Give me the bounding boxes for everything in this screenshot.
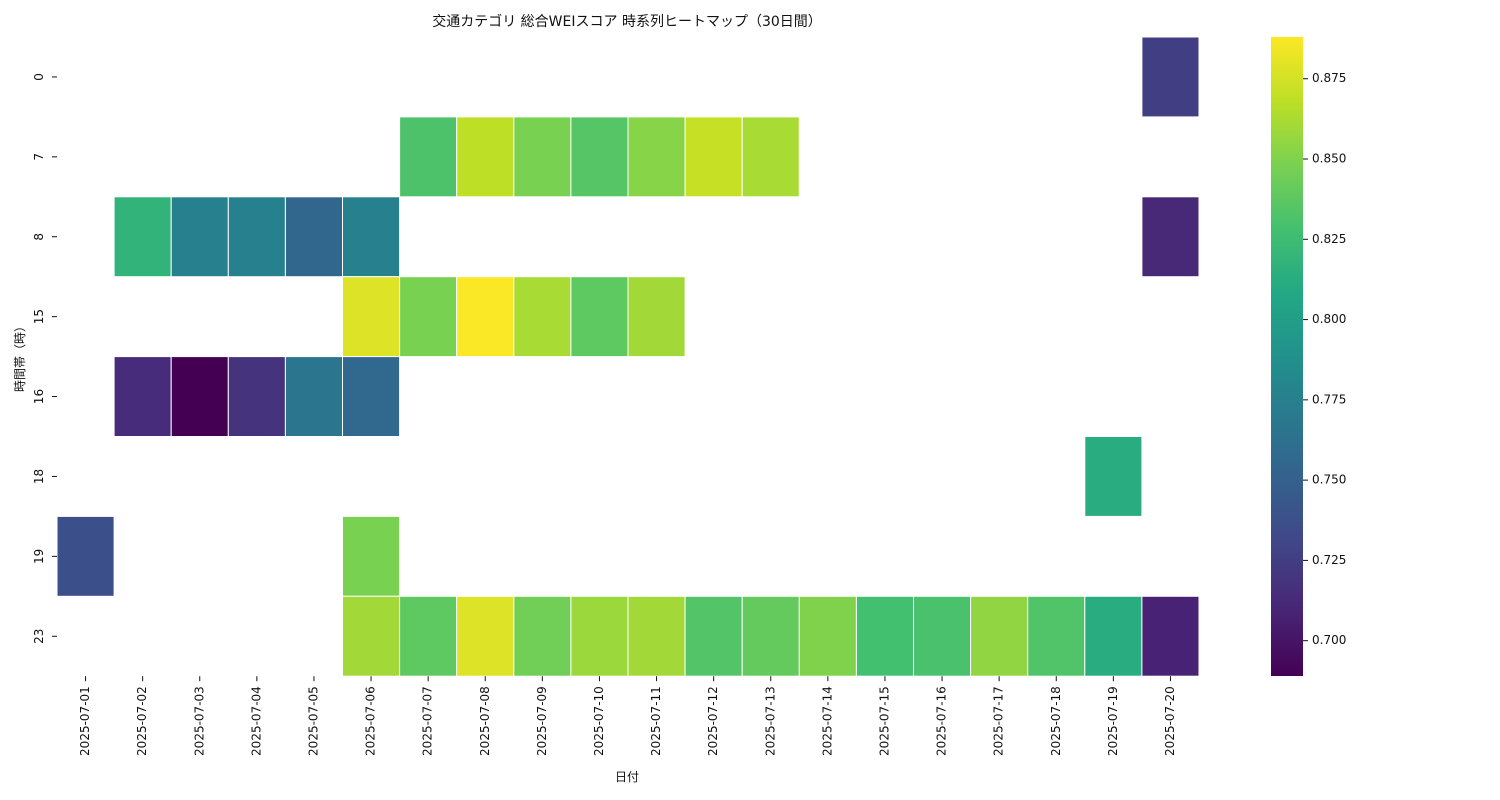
heatmap-cell-23-2025-07-15 (855, 595, 915, 677)
heatmap-cell-23-2025-07-12 (684, 595, 743, 677)
heatmap-cell-15-2025-07-09 (513, 276, 572, 358)
heatmap-cell-23-2025-07-13 (741, 595, 800, 677)
x-tick-label: 2025-07-07 (421, 686, 435, 756)
heatmap-cell-15-2025-07-07 (399, 276, 458, 358)
heatmap-cell-16-2025-07-06 (342, 356, 401, 438)
x-tick-label: 2025-07-03 (192, 686, 206, 756)
colorbar (1271, 37, 1303, 676)
y-tick-label: 15 (32, 309, 46, 324)
heatmap-cell-8-2025-07-03 (170, 196, 229, 278)
x-axis-ticks: 2025-07-01 2025-07-02 2025-07-03 2025-07-04… (78, 676, 1177, 756)
x-tick-label: 2025-07-15 (877, 686, 891, 756)
colorbar-tick-label: 0.775 (1312, 392, 1346, 406)
heatmap-cell-23-2025-07-07 (399, 595, 458, 677)
heatmap-cell-23-2025-07-18 (1027, 595, 1086, 677)
x-tick-label: 2025-07-13 (763, 686, 777, 756)
heatmap-cell-16-2025-07-05 (284, 356, 343, 438)
heatmap-cell-23-2025-07-10 (570, 595, 629, 677)
colorbar-tick-label: 0.875 (1312, 71, 1346, 85)
x-tick-label: 2025-07-01 (78, 686, 92, 756)
heatmap-cell-23-2025-07-14 (798, 595, 857, 677)
y-tick-label: 16 (32, 389, 46, 404)
x-tick-label: 2025-07-12 (706, 686, 720, 756)
heatmap-cell-23-2025-07-08 (456, 595, 515, 677)
heatmap-cell-23-2025-07-16 (913, 595, 972, 677)
y-axis-ticks: 0 7 8 15 16 18 19 23 (32, 73, 57, 644)
x-tick-label: 2025-07-02 (135, 686, 149, 756)
x-tick-label: 2025-07-10 (592, 686, 606, 756)
heatmap-cell-23-2025-07-17 (970, 595, 1029, 677)
heatmap-cell-23-2025-07-20 (1141, 595, 1200, 677)
heatmap-cell-7-2025-07-13 (741, 116, 800, 198)
x-tick-label: 2025-07-20 (1163, 686, 1177, 756)
heatmap-cell-15-2025-07-10 (570, 276, 629, 358)
colorbar-tick-label: 0.850 (1312, 152, 1346, 166)
y-axis-label: 時間帯（時） (13, 320, 27, 392)
colorbar-tick-label: 0.800 (1312, 312, 1346, 326)
x-tick-label: 2025-07-04 (249, 686, 263, 756)
heatmap-cell-23-2025-07-11 (627, 595, 686, 677)
heatmap-cell-15-2025-07-06 (342, 276, 401, 358)
y-tick-label: 8 (32, 233, 46, 241)
heatmap-cell-7-2025-07-09 (513, 116, 572, 198)
heatmap-cell-16-2025-07-04 (227, 356, 286, 438)
heatmap-cell-16-2025-07-03 (170, 356, 229, 438)
y-tick-label: 23 (32, 629, 46, 644)
heatmap-cell-7-2025-07-07 (399, 116, 458, 198)
heatmap-cell-7-2025-07-10 (570, 116, 629, 198)
x-tick-label: 2025-07-19 (1106, 686, 1120, 756)
heatmap-cell-23-2025-07-19 (1084, 595, 1143, 677)
heatmap-cell-7-2025-07-11 (627, 116, 686, 198)
heatmap-cell-15-2025-07-08 (456, 276, 515, 358)
heatmap-cell-8-2025-07-05 (284, 196, 343, 278)
x-tick-label: 2025-07-11 (649, 686, 663, 756)
heatmap-cell-7-2025-07-12 (684, 116, 743, 198)
colorbar-tick-label: 0.825 (1312, 232, 1346, 246)
y-tick-label: 0 (32, 73, 46, 81)
heatmap-cell-19-2025-07-01 (56, 515, 115, 597)
y-tick-label: 19 (32, 549, 46, 564)
heatmap-cell-8-2025-07-02 (113, 196, 172, 278)
chart-title: 交通カテゴリ 総合WEIスコア 時系列ヒートマップ（30日間） (432, 13, 822, 30)
x-tick-label: 2025-07-17 (992, 686, 1006, 756)
heatmap-cell-8-2025-07-20 (1141, 196, 1200, 278)
heatmap-cell-15-2025-07-11 (627, 276, 686, 358)
heatmap-cell-16-2025-07-02 (113, 356, 172, 438)
x-tick-label: 2025-07-09 (535, 686, 549, 756)
heatmap-cell-8-2025-07-06 (342, 196, 401, 278)
heatmap-cell-19-2025-07-06 (342, 515, 401, 597)
x-tick-label: 2025-07-18 (1049, 686, 1063, 756)
x-axis-label: 日付 (615, 770, 639, 784)
heatmap-cell-0-2025-07-20 (1141, 36, 1200, 118)
colorbar-tick-label: 0.725 (1312, 553, 1346, 567)
heatmap-cell-23-2025-07-06 (342, 595, 401, 677)
y-tick-label: 18 (32, 469, 46, 484)
colorbar-tick-label: 0.750 (1312, 473, 1346, 487)
heatmap-cells (56, 36, 1200, 677)
x-tick-label: 2025-07-05 (306, 686, 320, 756)
x-tick-label: 2025-07-16 (935, 686, 949, 756)
x-tick-label: 2025-07-06 (364, 686, 378, 756)
x-tick-label: 2025-07-08 (478, 686, 492, 756)
y-tick-label: 7 (32, 153, 46, 161)
x-tick-label: 2025-07-14 (820, 686, 834, 756)
colorbar-tick-label: 0.700 (1312, 633, 1346, 647)
heatmap-cell-23-2025-07-09 (513, 595, 572, 677)
heatmap-cell-18-2025-07-19 (1084, 436, 1143, 517)
heatmap-cell-7-2025-07-08 (456, 116, 515, 198)
heatmap-cell-8-2025-07-04 (227, 196, 286, 278)
colorbar-ticks: 0.700 0.725 0.750 0.775 0.800 0.825 0.850 0.875 (1303, 71, 1346, 647)
